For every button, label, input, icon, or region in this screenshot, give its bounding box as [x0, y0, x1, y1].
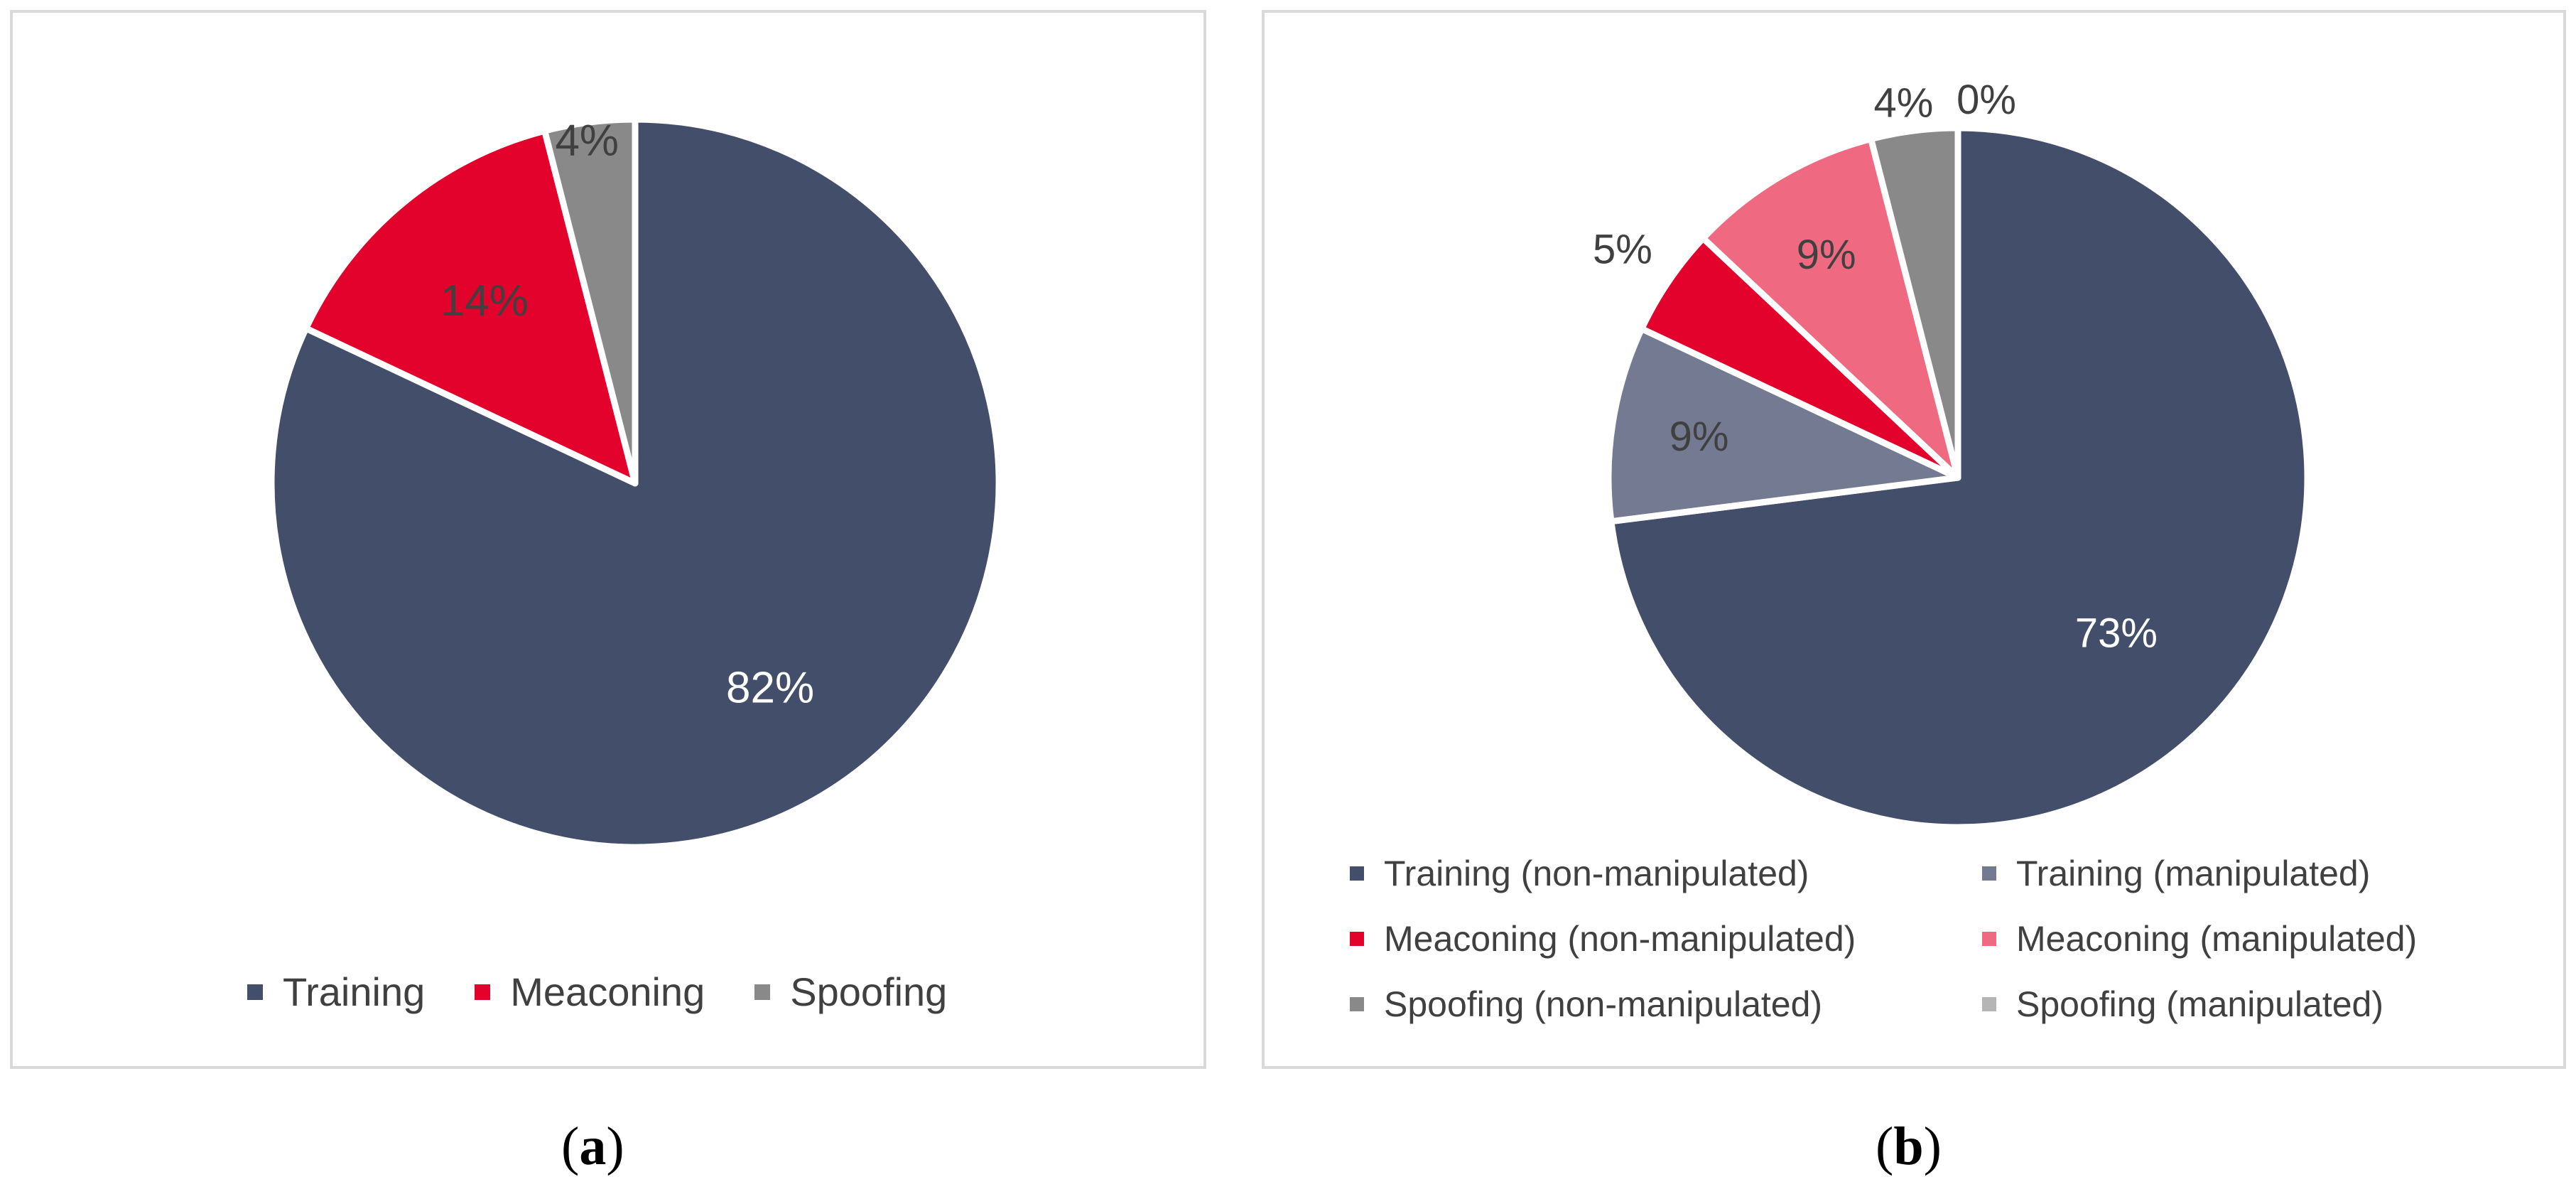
- caption-a-letter: a: [579, 1117, 607, 1176]
- legend-b-item: Meaconing (non-manipulated): [1350, 915, 1982, 962]
- legend-a-item: Meaconing: [475, 969, 705, 1015]
- legend-label-meaconing: Meaconing: [510, 969, 705, 1014]
- data-label-training-manipulated: 9%: [1669, 414, 1729, 460]
- legend-a-item: Training: [247, 969, 425, 1015]
- legend-label: Spoofing (non-manipulated): [1384, 984, 1823, 1024]
- legend-label: Training (manipulated): [2016, 854, 2371, 893]
- caption-a: (a): [561, 1117, 624, 1176]
- legend-a-item: Spoofing: [754, 969, 947, 1015]
- data-label-spoofing-manipulated: 0%: [1957, 77, 2016, 123]
- legend-b-item: Spoofing (manipulated): [1982, 981, 2522, 1028]
- pie-slice-spoofing: [541, 116, 639, 487]
- legend-b-item: Training (manipulated): [1982, 850, 2522, 897]
- legend-label: Training (non-manipulated): [1384, 854, 1809, 893]
- legend-swatch-spoofing-non-manipulated: [1350, 997, 1364, 1011]
- pie-slice-training-manipulated: [1605, 326, 1961, 525]
- legend-swatch-meaconing-non-manipulated: [1350, 932, 1364, 946]
- legend-b-item: Spoofing (non-manipulated): [1350, 981, 1982, 1028]
- pie-slice-meaconing: [303, 127, 639, 487]
- legend-label: Meaconing (non-manipulated): [1384, 919, 1856, 959]
- data-label-spoofing-non-manipulated: 4%: [1873, 80, 1933, 126]
- data-label-meaconing: 14%: [440, 276, 529, 326]
- legend-swatch-meaconing: [475, 984, 491, 1000]
- data-label-meaconing-non-manipulated: 5%: [1593, 227, 1652, 273]
- legend-label: Meaconing (manipulated): [2016, 919, 2418, 959]
- legend-swatch-training-manipulated: [1982, 866, 1996, 881]
- legend-b: Training (non-manipulated) Training (man…: [1350, 850, 2522, 1028]
- legend-label-spoofing: Spoofing: [790, 969, 948, 1014]
- legend-b-item: Meaconing (manipulated): [1982, 915, 2522, 962]
- legend-a: Training Meaconing Spoofing: [247, 969, 947, 1015]
- pie-slice-training: [268, 116, 1002, 851]
- data-label-training-non-manipulated: 73%: [2075, 610, 2158, 656]
- data-label-spoofing: 4%: [555, 116, 619, 165]
- legend-b-item: Training (non-manipulated): [1350, 850, 1982, 897]
- caption-b-letter: b: [1893, 1117, 1924, 1176]
- panel-a: 82% 14% 4% Training Meaconing Spoofing: [10, 10, 1206, 1069]
- panel-b: 73% 9% 5% 9% 4% 0% Training (non-manipulated)…: [1262, 10, 2566, 1069]
- pie-slice-meaconing-manipulated: [1699, 135, 1961, 481]
- legend-swatch-spoofing-manipulated: [1982, 997, 1996, 1011]
- legend-swatch-training: [247, 984, 263, 1000]
- caption-b: (b): [1876, 1117, 1942, 1176]
- legend-label: Spoofing (manipulated): [2016, 984, 2383, 1024]
- data-label-training: 82%: [726, 664, 814, 713]
- legend-label-training: Training: [283, 969, 426, 1014]
- legend-swatch-spoofing: [754, 984, 771, 1000]
- data-label-meaconing-manipulated: 9%: [1797, 232, 1856, 278]
- legend-swatch-meaconing-manipulated: [1982, 932, 1996, 946]
- pie-chart-b: 73% 9% 5% 9% 4% 0%: [1593, 77, 2311, 831]
- pie-chart-a: 82% 14% 4%: [268, 116, 1002, 851]
- pie-slice-spoofing-non-manipulated: [1868, 124, 1961, 481]
- legend-swatch-training-non-manipulated: [1350, 866, 1364, 881]
